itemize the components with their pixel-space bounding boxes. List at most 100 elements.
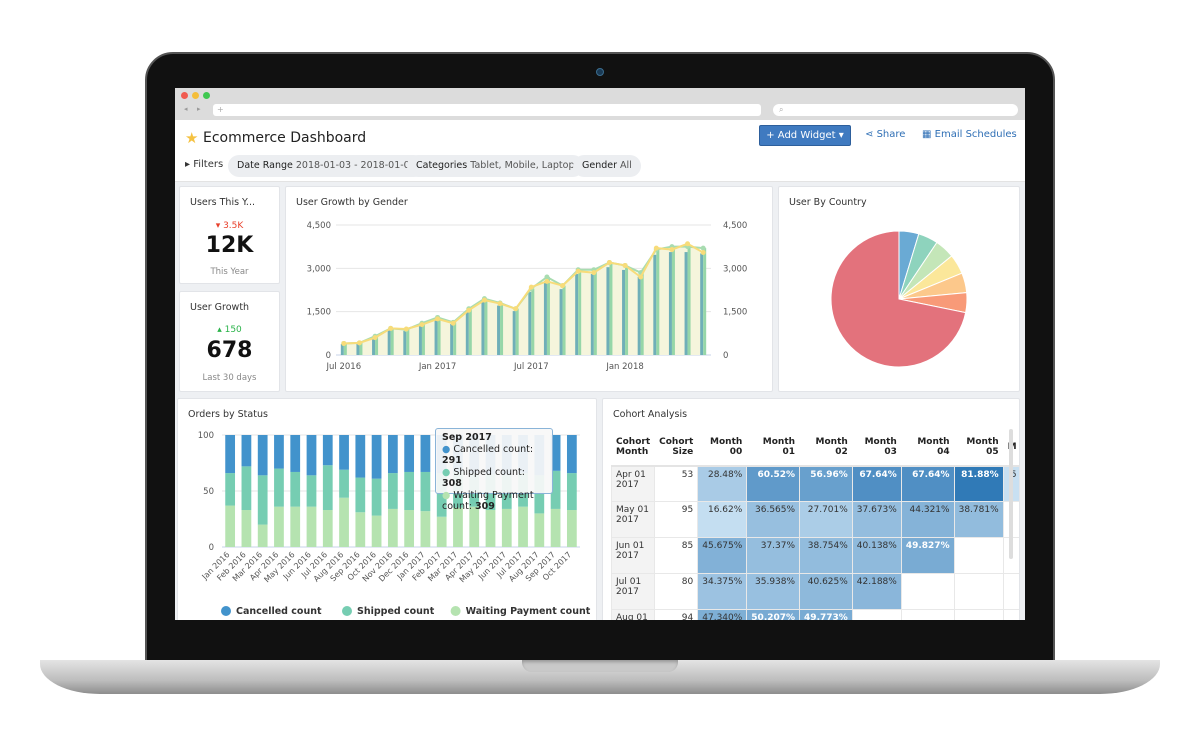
maximize-dot[interactable] <box>203 92 210 99</box>
cohort-cell[interactable]: 67.64% <box>851 465 902 502</box>
close-dot[interactable] <box>181 92 188 99</box>
bar-segment <box>257 435 268 476</box>
column-header[interactable]: Month 05 <box>953 429 1004 467</box>
column-header[interactable]: Month 04 <box>900 429 955 467</box>
share-button[interactable]: ⋖ Share <box>865 129 905 140</box>
bar-series-a <box>356 343 360 355</box>
cohort-cell[interactable]: 34.375% <box>697 573 748 610</box>
cohort-cell[interactable]: 50.207% <box>746 609 801 620</box>
calendar-icon: ▦ <box>922 129 935 140</box>
cohort-cell[interactable]: 44.321% <box>900 501 955 538</box>
bar-segment <box>322 510 333 547</box>
bar-segment <box>274 435 284 469</box>
bar-segment <box>322 435 333 466</box>
filter-chip-gender[interactable]: Gender All <box>573 155 641 177</box>
search-icon: ⌕ <box>779 105 784 114</box>
search-bar[interactable]: ⌕ <box>773 104 1018 116</box>
minimize-dot[interactable] <box>192 92 199 99</box>
user-growth-chart[interactable]: 0 0 1,500 1,500 3,000 3,000 4,500 4,500 Jul 2016… <box>286 187 774 393</box>
cohort-cell[interactable]: 40.138% <box>851 537 902 574</box>
data-point <box>700 245 706 251</box>
orders-by-status-card: Orders by Status 0 50 100 Jan 2016 Feb 2016 M… <box>177 398 597 620</box>
cohort-cell[interactable]: 37.37% <box>746 537 801 574</box>
add-widget-button[interactable]: + Add Widget ▾ <box>759 125 851 146</box>
bar-series-a <box>418 324 422 355</box>
bar-series-a <box>528 291 532 355</box>
cohort-month: May 01 2017 <box>610 501 656 538</box>
bar-segment <box>339 497 349 547</box>
star-icon[interactable]: ★ <box>185 129 199 147</box>
table-row: Aug 0120179447.340%50.207%49.773% <box>610 609 1019 620</box>
column-header[interactable]: Cohort Size <box>654 429 699 467</box>
user-by-country-card: User By Country <box>778 186 1020 392</box>
cohort-cell[interactable]: 38.781% <box>953 501 1004 538</box>
user-by-country-chart[interactable] <box>779 187 1021 393</box>
cohort-cell[interactable]: 16.62% <box>697 501 748 538</box>
cohort-cell[interactable]: 45.675% <box>697 537 748 574</box>
cohort-cell[interactable]: 37.673% <box>851 501 902 538</box>
column-header[interactable]: Month 01 <box>746 429 801 467</box>
cohort-cell[interactable]: 60.52% <box>746 465 801 502</box>
cohort-cell[interactable]: 67.64% <box>900 465 955 502</box>
tooltip-label: Cancelled count: <box>453 443 534 455</box>
bar-series-b <box>437 317 441 355</box>
empty-cell <box>953 609 1004 620</box>
kpi-users-this-year[interactable]: Users This Y... ▾ 3.5K 12K This Year <box>179 186 280 284</box>
legend-label: Shipped count <box>357 606 435 617</box>
bar-series-a <box>575 274 579 355</box>
data-point <box>403 326 409 332</box>
cohort-month: Apr 01 2017 <box>610 465 656 502</box>
cohort-cell[interactable]: 38.754% <box>799 537 853 574</box>
cohort-cell[interactable]: 47.340% <box>697 609 748 620</box>
bar-series-a <box>481 301 485 355</box>
data-point <box>606 260 612 266</box>
bar-series-b <box>593 269 597 355</box>
bar-series-b <box>656 249 660 355</box>
cohort-cell[interactable]: 40.625% <box>799 573 853 610</box>
table-row: Jun 01 2017 85 45.675% 37.37% 38.754% 40.138% 4… <box>610 537 1019 574</box>
bar-series-b <box>343 343 347 355</box>
kpi-user-growth[interactable]: User Growth ▴ 150 678 Last 30 days <box>179 291 280 392</box>
data-point <box>388 325 394 331</box>
bar-segment <box>420 511 431 547</box>
column-header[interactable]: Month 03 <box>851 429 902 467</box>
tooltip-value: 291 <box>442 455 462 466</box>
cohort-size: 95 <box>654 501 699 538</box>
bar-segment <box>371 478 382 516</box>
share-icon: ⋖ <box>865 129 877 140</box>
cohort-size: 85 <box>654 537 699 574</box>
empty-cell <box>900 609 955 620</box>
bar-series-b <box>687 246 691 355</box>
data-point <box>653 245 659 251</box>
cohort-table: Cohort Month Cohort Size Month 00 Month 01 Month… <box>610 429 1019 620</box>
filter-chip-categories[interactable]: Categories Tablet, Mobile, Laptop <box>407 155 584 177</box>
email-schedules-button[interactable]: ▦ Email Schedules <box>922 129 1017 140</box>
column-header[interactable]: Month 00 <box>697 429 748 467</box>
bar-segment <box>274 506 284 547</box>
forward-icon[interactable]: ▸ <box>197 105 201 113</box>
bar-series-a <box>684 252 688 355</box>
cohort-cell[interactable]: 27.701% <box>799 501 853 538</box>
scrollbar[interactable] <box>1009 429 1013 559</box>
back-icon[interactable]: ◂ <box>184 105 188 113</box>
cohort-cell[interactable]: 81.88% <box>953 465 1004 502</box>
chip-value: Tablet, Mobile, Laptop <box>470 160 575 171</box>
cohort-cell[interactable]: 35.938% <box>746 573 801 610</box>
bar-segment <box>274 468 284 507</box>
cohort-cell[interactable]: 56.96% <box>799 465 853 502</box>
filter-chip-date-range[interactable]: Date Range 2018-01-03 - 2018-01-09 <box>228 155 425 177</box>
browser-chrome: ◂ ▸ + ⌕ <box>175 88 1025 120</box>
cohort-cell[interactable]: 36.565% <box>746 501 801 538</box>
cohort-cell[interactable]: 28.48% <box>697 465 748 502</box>
filters-toggle[interactable]: ▸ Filters <box>185 159 223 170</box>
bar-segment <box>225 473 236 506</box>
cohort-cell[interactable]: 49.827% <box>900 537 955 574</box>
plus-icon: + <box>766 130 778 141</box>
y-tick-left: 3,000 <box>307 264 331 274</box>
column-header[interactable]: Cohort Month <box>610 429 656 467</box>
cohort-cell[interactable]: 42.188% <box>851 573 902 610</box>
cohort-cell[interactable]: 49.773% <box>799 609 853 620</box>
column-header[interactable]: Month 02 <box>799 429 853 467</box>
bar-series-b <box>531 288 535 355</box>
url-bar[interactable]: + <box>213 104 761 116</box>
